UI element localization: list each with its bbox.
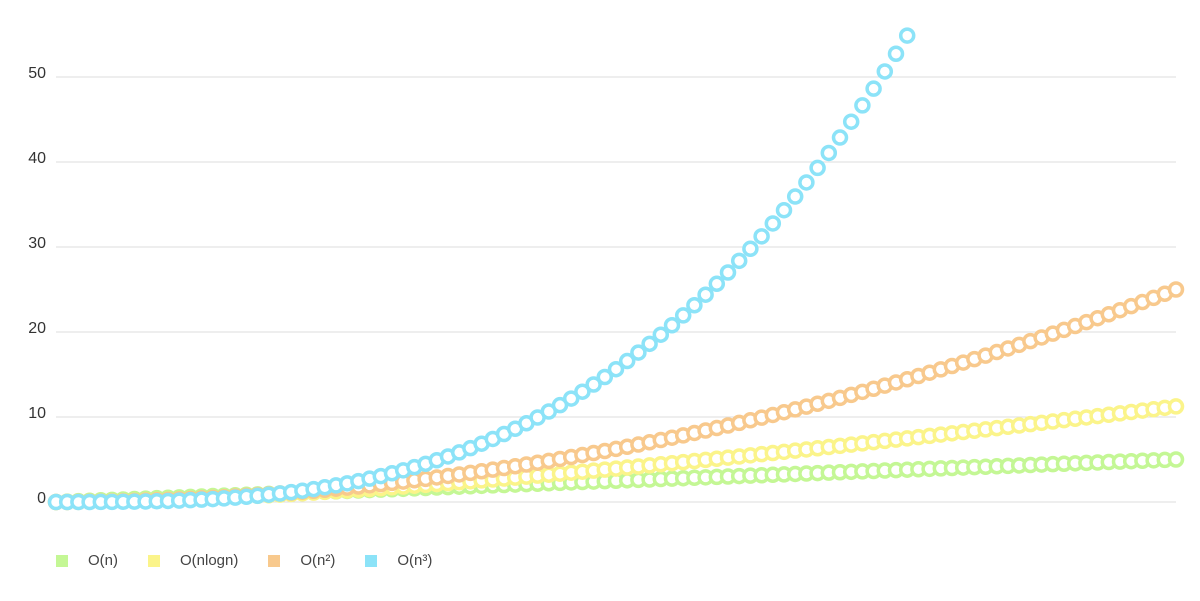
series-4-point — [876, 63, 894, 80]
legend: O(n) O(nlogn) O(n²) O(n³) — [56, 552, 462, 569]
legend-item-o-nlogn[interactable]: O(nlogn) — [148, 552, 238, 569]
legend-label-o-nlogn: O(nlogn) — [180, 552, 239, 569]
legend-swatch-o-n-squared — [268, 554, 281, 567]
series-3-point — [1167, 281, 1185, 298]
legend-swatch-o-n — [56, 554, 68, 567]
series-4-point — [663, 316, 681, 334]
series-4-point — [809, 159, 826, 177]
series-4-point — [697, 286, 714, 303]
series-4-point — [719, 264, 737, 281]
y-axis-tick-labels: 0 10 20 30 40 50 — [28, 65, 46, 507]
legend-label-o-n-squared: O(n²) — [300, 552, 336, 569]
legend-swatch-o-nlogn — [148, 554, 160, 567]
series-4-point — [730, 252, 748, 270]
series-2-point — [1167, 398, 1185, 415]
series-4-point — [596, 368, 614, 386]
series-4-point — [764, 215, 782, 232]
series-4-point — [618, 352, 636, 370]
series-4-point — [831, 129, 849, 146]
series-4-point — [854, 97, 871, 114]
series-4-point — [786, 188, 804, 205]
series-4-point — [585, 376, 602, 393]
legend-label-o-n-cubed: O(n³) — [397, 552, 433, 569]
series-4-point — [674, 307, 692, 324]
legend-item-o-n-cubed[interactable]: O(n³) — [365, 552, 432, 569]
series-4-point — [798, 174, 815, 191]
series-4-point — [887, 45, 905, 63]
series-4-point — [630, 344, 647, 361]
y-tick-label-30: 30 — [28, 235, 46, 252]
y-tick-label-20: 20 — [28, 320, 46, 337]
series-4-point — [652, 326, 670, 343]
series-4-point — [686, 296, 703, 314]
series-4-point — [898, 27, 916, 44]
legend-swatch-o-n-cubed — [365, 554, 378, 567]
series-4-point — [742, 240, 759, 258]
grid-lines — [56, 76, 1176, 503]
y-tick-label-0: 0 — [37, 490, 46, 507]
series-4 — [47, 27, 916, 511]
series-4-point — [842, 113, 860, 130]
legend-item-o-n[interactable]: O(n) — [56, 552, 118, 569]
series-4-point — [607, 360, 625, 378]
y-tick-label-10: 10 — [28, 405, 46, 422]
legend-item-o-n-squared[interactable]: O(n²) — [268, 552, 335, 569]
series-4-point — [641, 335, 658, 353]
y-tick-label-40: 40 — [28, 150, 46, 167]
series-1-point — [1167, 451, 1185, 468]
series-4-point — [574, 383, 591, 400]
series-4-point — [865, 80, 882, 97]
y-tick-label-50: 50 — [28, 65, 46, 82]
series-4-point — [562, 390, 580, 407]
series-layer — [47, 27, 1185, 511]
series-4-point — [753, 228, 770, 245]
legend-label-o-n: O(n) — [88, 552, 118, 569]
series-4-point — [820, 144, 838, 162]
series-4-point — [775, 201, 793, 219]
series-4-point — [708, 275, 726, 293]
